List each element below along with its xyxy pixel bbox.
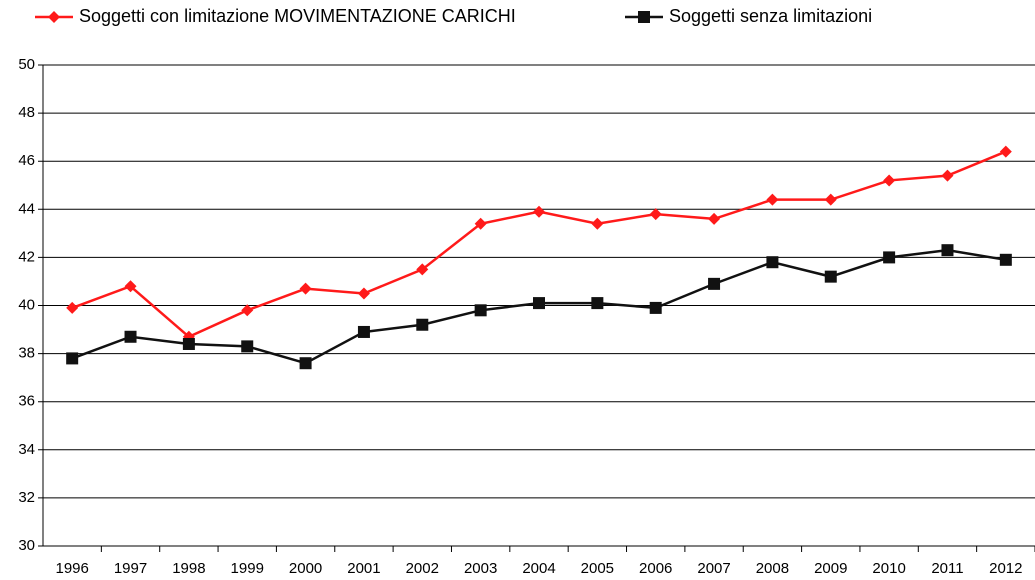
data-point bbox=[649, 301, 662, 314]
data-point bbox=[416, 318, 429, 331]
data-point bbox=[883, 174, 896, 187]
data-point bbox=[883, 251, 896, 264]
data-point bbox=[941, 244, 954, 257]
data-point bbox=[416, 263, 429, 276]
data-point bbox=[182, 337, 195, 350]
data-point bbox=[241, 304, 254, 317]
y-tick-label: 30 bbox=[18, 537, 35, 554]
x-tick-label: 2004 bbox=[522, 560, 555, 577]
data-point bbox=[649, 208, 662, 221]
x-tick-label: 2006 bbox=[639, 560, 672, 577]
x-tick-label: 2005 bbox=[581, 560, 614, 577]
data-point bbox=[299, 282, 312, 295]
x-tick-label: 1997 bbox=[114, 560, 147, 577]
data-point bbox=[357, 287, 370, 300]
y-tick-label: 50 bbox=[18, 56, 35, 73]
y-tick-label: 36 bbox=[18, 393, 35, 410]
x-tick-label: 2007 bbox=[697, 560, 730, 577]
data-point bbox=[708, 212, 721, 225]
x-tick-label: 2009 bbox=[814, 560, 847, 577]
data-point bbox=[999, 145, 1012, 158]
data-point bbox=[533, 297, 545, 310]
data-point bbox=[941, 169, 954, 182]
y-tick-label: 42 bbox=[18, 248, 35, 265]
y-tick-label: 34 bbox=[18, 441, 35, 458]
y-tick-label: 44 bbox=[18, 200, 35, 217]
data-point bbox=[766, 256, 779, 269]
x-tick-label: 2002 bbox=[406, 560, 439, 577]
x-tick-label: 2003 bbox=[464, 560, 497, 577]
data-point bbox=[124, 330, 137, 343]
y-tick-label: 32 bbox=[18, 489, 35, 506]
legend-marker bbox=[48, 11, 60, 23]
data-point bbox=[708, 277, 721, 290]
legend-label: Soggetti con limitazione MOVIMENTAZIONE … bbox=[79, 6, 516, 26]
y-tick-label: 38 bbox=[18, 345, 35, 362]
data-point bbox=[999, 253, 1012, 266]
data-point bbox=[533, 205, 545, 218]
x-tick-label: 2010 bbox=[872, 560, 905, 577]
x-tick-label: 1999 bbox=[231, 560, 264, 577]
data-point bbox=[474, 217, 487, 230]
data-point bbox=[591, 217, 604, 230]
x-tick-label: 2008 bbox=[756, 560, 789, 577]
data-point bbox=[474, 304, 487, 317]
data-point bbox=[357, 325, 370, 338]
x-tick-label: 1996 bbox=[55, 560, 88, 577]
data-point bbox=[299, 357, 312, 370]
data-point bbox=[241, 340, 254, 353]
data-point bbox=[66, 352, 79, 365]
x-tick-label: 2011 bbox=[931, 560, 963, 577]
y-tick-label: 46 bbox=[18, 152, 35, 169]
data-point bbox=[766, 193, 779, 206]
legend-marker bbox=[638, 11, 650, 23]
data-point bbox=[591, 297, 604, 310]
x-tick-label: 2001 bbox=[347, 560, 380, 577]
data-point bbox=[824, 193, 837, 206]
y-tick-label: 48 bbox=[18, 104, 35, 121]
legend-label: Soggetti senza limitazioni bbox=[669, 6, 872, 26]
data-point bbox=[124, 280, 137, 293]
x-tick-label: 2000 bbox=[289, 560, 322, 577]
x-tick-label: 2012 bbox=[989, 560, 1022, 577]
y-tick-label: 40 bbox=[18, 296, 35, 313]
x-tick-label: 1998 bbox=[172, 560, 205, 577]
data-point bbox=[824, 270, 837, 283]
data-point bbox=[66, 301, 79, 314]
